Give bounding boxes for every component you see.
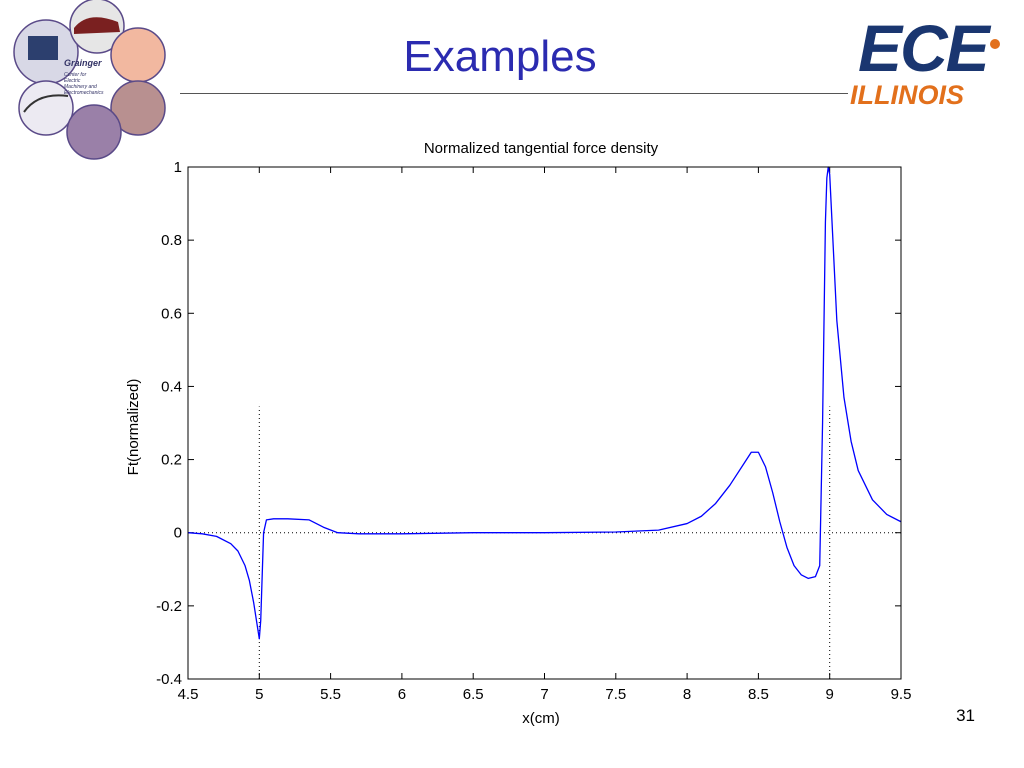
logo-car-shape	[74, 17, 120, 34]
y-tick-label: 0	[174, 525, 182, 542]
illinois-logo-text: ILLINOIS	[850, 80, 964, 110]
grainger-logo-sub-3: Machinery and	[64, 84, 97, 90]
grainger-logo-sub-1: Center for	[64, 72, 87, 78]
x-axis-label: x(cm)	[522, 710, 560, 727]
ece-illinois-logo: ECE ILLINOIS	[850, 10, 1020, 115]
grainger-logo-sub-4: Electromechanics	[64, 90, 104, 96]
x-tick-label: 6	[398, 686, 406, 703]
y-tick-label: 0.8	[161, 232, 182, 249]
x-tick-label: 9	[826, 686, 834, 703]
x-tick-label: 5	[255, 686, 263, 703]
y-tick-label: 1	[174, 159, 182, 176]
grainger-logo-name: Grainger	[64, 58, 102, 68]
series-layer	[187, 166, 902, 640]
logo-graph-curve	[23, 94, 69, 113]
y-tick-label: 0.6	[161, 305, 182, 322]
x-tick-label: 6.5	[463, 686, 484, 703]
ece-logo-dot	[990, 39, 1000, 49]
x-tick-label: 8.5	[748, 686, 769, 703]
y-tick-label: 0.4	[161, 378, 182, 395]
x-tick-label: 8	[683, 686, 691, 703]
chart-title: Normalized tangential force density	[424, 140, 659, 157]
reference-lines	[188, 406, 901, 679]
y-tick-label: 0.2	[161, 452, 182, 469]
axes-layer: 4.5 5 5.5 6 6.5 7 7.5 8 8.5 9 9.5 -0.4 -0.2 0 0.2 0.4 0.…	[156, 159, 911, 703]
x-tick-label: 9.5	[891, 686, 912, 703]
y-tick-label: -0.4	[156, 671, 182, 688]
page-number: 31	[956, 706, 975, 725]
y-tick-label: -0.2	[156, 598, 182, 615]
force-density-line	[187, 166, 902, 640]
title-divider	[180, 93, 848, 94]
logo-motor-shape	[28, 36, 58, 60]
slide-title: Examples	[403, 32, 597, 81]
logo-engine-circle	[110, 80, 166, 136]
x-tick-label: 4.5	[178, 686, 199, 703]
y-axis-label: Ft(normalized)	[125, 379, 142, 476]
x-tick-label: 5.5	[320, 686, 341, 703]
grainger-logo-sub-2: Electric	[64, 78, 81, 84]
x-tick-label: 7	[540, 686, 548, 703]
ece-logo-text: ECE	[858, 11, 990, 85]
logo-lab-circle	[66, 104, 122, 160]
plot-frame	[187, 166, 902, 680]
grainger-logo: Grainger Center for Electric Machinery a…	[13, 0, 166, 160]
x-tick-label: 7.5	[605, 686, 626, 703]
